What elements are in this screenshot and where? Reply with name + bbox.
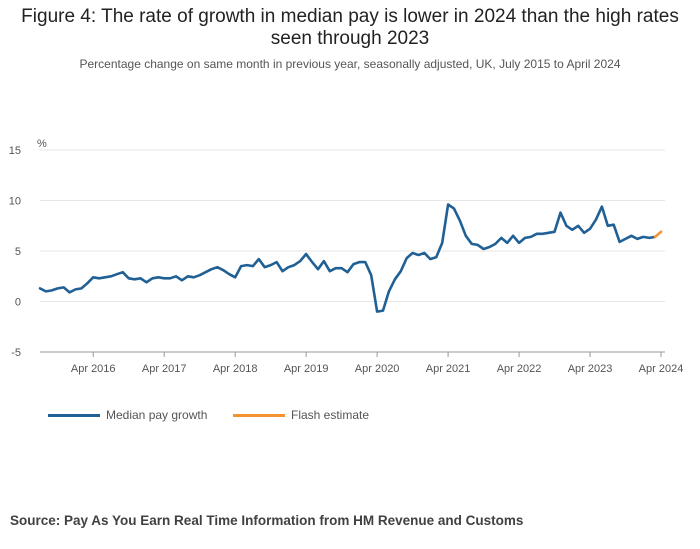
x-tick-label: Apr 2020 (355, 363, 400, 375)
x-tick-label: Apr 2019 (284, 363, 329, 375)
y-tick-label: 0 (15, 297, 21, 309)
legend-item-median: Median pay growth (48, 408, 207, 422)
y-tick-label: 10 (9, 196, 21, 208)
x-tick-label: Apr 2016 (71, 363, 116, 375)
legend-swatch-flash (233, 413, 285, 417)
source-note: Source: Pay As You Earn Real Time Inform… (10, 513, 524, 528)
x-tick-label: Apr 2021 (426, 363, 471, 375)
legend-swatch-median (48, 413, 100, 417)
legend-label-flash: Flash estimate (291, 408, 370, 422)
x-tick-label: Apr 2018 (213, 363, 258, 375)
legend-label-median: Median pay growth (106, 408, 208, 422)
chart-subtitle: Percentage change on same month in previ… (79, 57, 621, 71)
y-tick-label: 5 (15, 246, 21, 258)
x-tick-label: Apr 2023 (568, 363, 613, 375)
y-tick-label: 15 (9, 145, 21, 157)
chart-title: Figure 4: The rate of growth in median p… (21, 6, 679, 49)
y-axis-unit-label: % (37, 138, 47, 150)
series-line-flash-estimate (653, 230, 663, 239)
x-tick-label: Apr 2017 (142, 363, 187, 375)
y-tick-label: -5 (11, 347, 21, 359)
x-tick-label: Apr 2022 (497, 363, 542, 375)
series-line-median-pay-growth (38, 203, 657, 313)
legend-item-flash: Flash estimate (233, 408, 369, 422)
x-tick-label: Apr 2024 (639, 363, 684, 375)
